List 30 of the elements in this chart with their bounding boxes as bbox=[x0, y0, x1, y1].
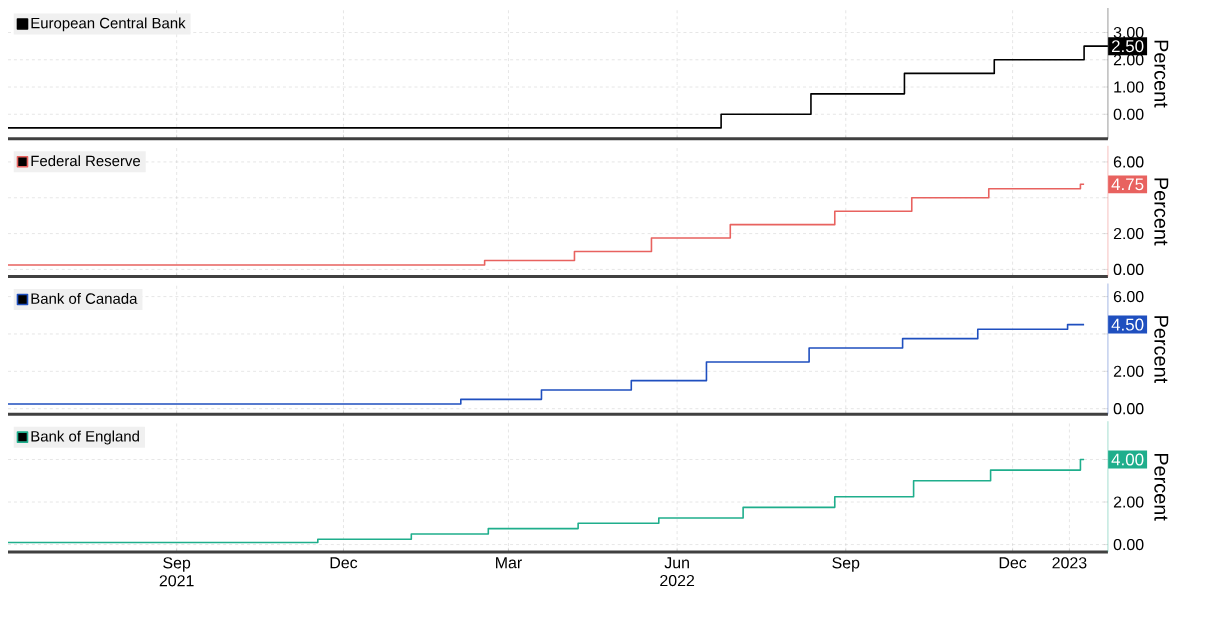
text: 2.50 bbox=[1111, 40, 1144, 53]
y-tick-label: 0.00 bbox=[1113, 108, 1144, 120]
y-axis-title: Percent bbox=[1154, 453, 1169, 521]
x-tick-label: Dec bbox=[999, 557, 1027, 569]
y-tick-label: 1.00 bbox=[1114, 81, 1144, 93]
text: 4.00 bbox=[1111, 453, 1144, 466]
x-tick-label: Sep bbox=[832, 557, 860, 572]
y-axis-title: Percent bbox=[1154, 316, 1169, 384]
y-tick-label: 2.00 bbox=[1113, 365, 1144, 377]
legend-label: Bank of England bbox=[31, 430, 139, 445]
y-axis-title: Percent bbox=[1154, 178, 1169, 246]
y-tick-label: 2.00 bbox=[1113, 227, 1144, 240]
legend-label: European Central Bank bbox=[31, 17, 186, 32]
x-tick-label: Mar bbox=[496, 557, 522, 569]
x-tick-label: Sep 2021 bbox=[159, 557, 194, 587]
text: 4.50 bbox=[1111, 318, 1144, 331]
legend-label: Bank of Canada bbox=[31, 292, 138, 304]
y-tick-label: 0.00 bbox=[1113, 263, 1144, 276]
y-tick-label: 2.00 bbox=[1113, 496, 1144, 508]
y-tick-label: 6.00 bbox=[1113, 290, 1144, 303]
x-tick-label: 2023 bbox=[1052, 557, 1087, 569]
text: 4.75 bbox=[1111, 178, 1144, 191]
y-tick-label: 6.00 bbox=[1113, 156, 1144, 168]
legend-label: Federal Reserve bbox=[31, 155, 141, 167]
y-tick-label: 3.00 bbox=[1113, 26, 1144, 39]
x-tick-label: Dec bbox=[330, 557, 358, 569]
y-axis-title: Percent bbox=[1154, 40, 1169, 108]
x-tick-label: Jun 2022 bbox=[660, 557, 695, 587]
y-tick-label: 0.00 bbox=[1113, 538, 1144, 551]
y-tick-label: 0.00 bbox=[1113, 403, 1144, 415]
